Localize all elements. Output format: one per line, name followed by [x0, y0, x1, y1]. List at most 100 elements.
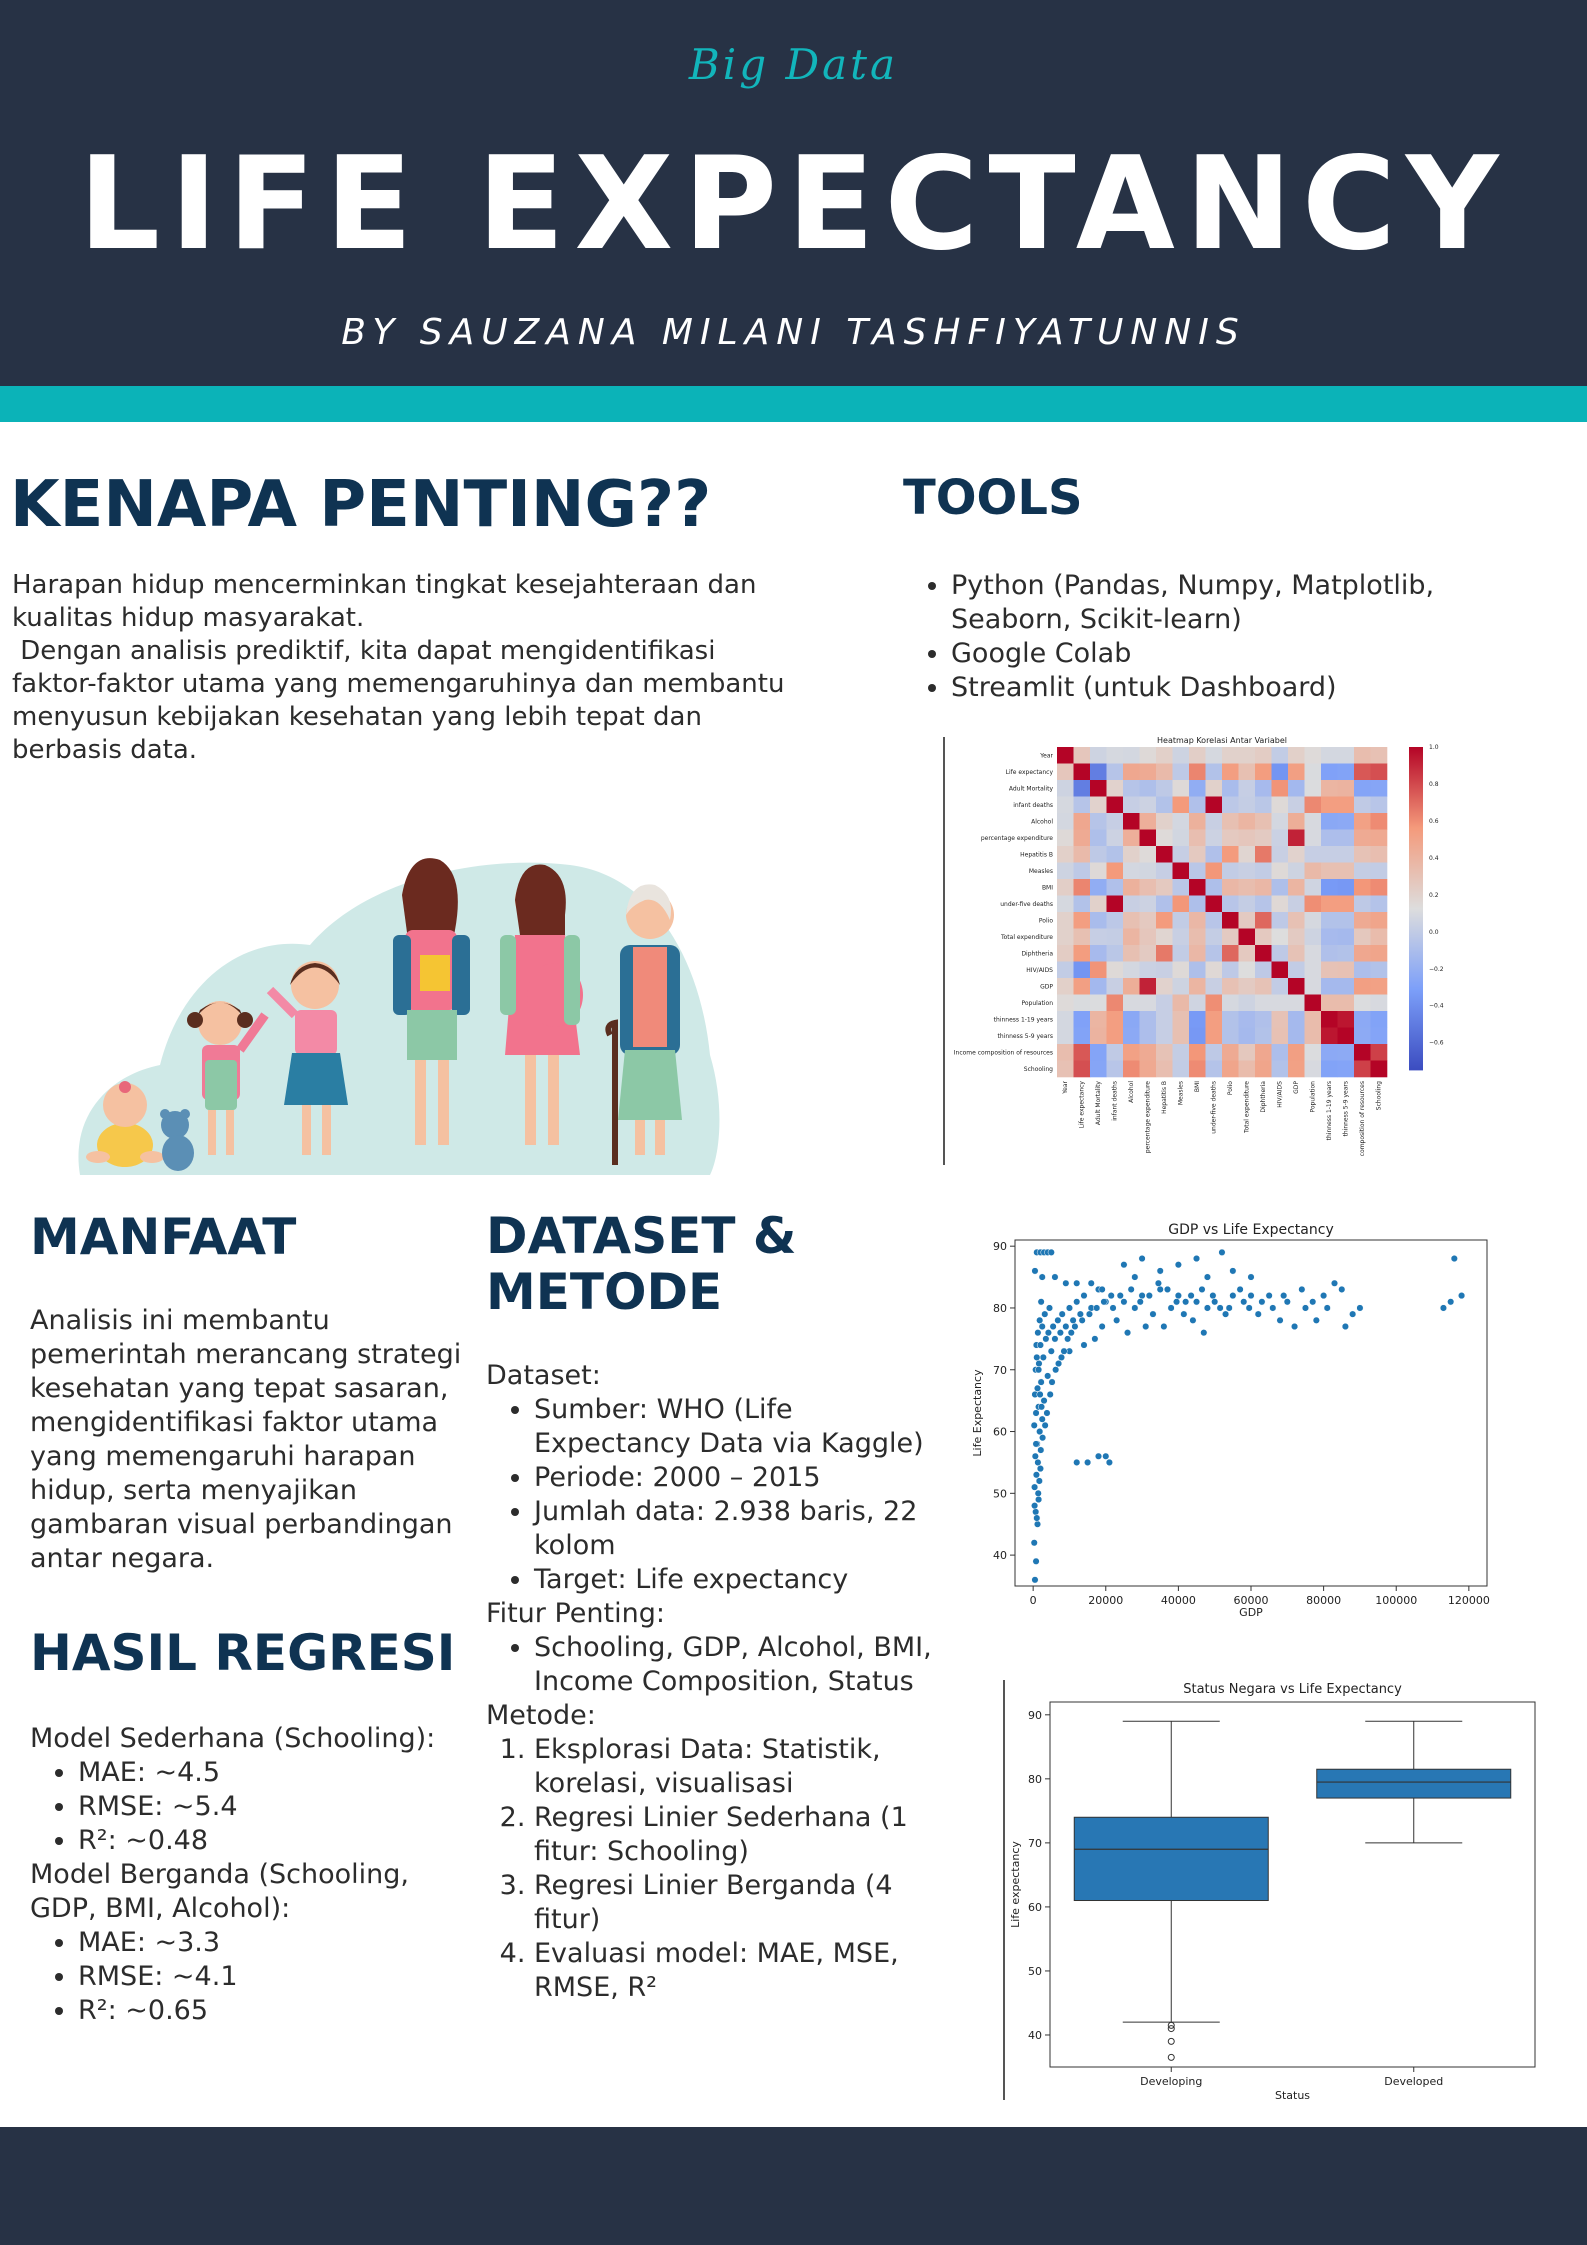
- heatmap-cell: [1205, 813, 1223, 830]
- heatmap-cell: [1172, 829, 1190, 847]
- heatmap-cell: [1073, 978, 1091, 995]
- scatter-point: [1033, 1353, 1041, 1361]
- heatmap-cell: [1238, 747, 1256, 764]
- scatter-point: [1240, 1298, 1248, 1306]
- metode-item: Regresi Linier Berganda (4 fitur): [534, 1869, 936, 1937]
- heatmap-cell: [1139, 780, 1157, 797]
- boxplot-box: [1073, 1816, 1269, 1902]
- heatmap-cell: [1106, 1044, 1124, 1061]
- scatter-point: [1045, 1304, 1054, 1312]
- heatmap-cell: [1156, 796, 1173, 814]
- heatmap-cell: [1304, 796, 1322, 814]
- heatmap-cell: [1139, 912, 1157, 929]
- model1-label: Model Sederhana (Schooling):: [30, 1723, 436, 1754]
- scatter-point: [1057, 1353, 1066, 1361]
- heatmap-cell: [1073, 1027, 1091, 1045]
- heatmap-cell: [1255, 796, 1272, 814]
- girl-figure: [266, 961, 348, 1155]
- heatmap-cell: [1057, 862, 1074, 880]
- boxplot-xtick-label: Developed: [1384, 2075, 1443, 2088]
- heatmap-cell: [1271, 763, 1289, 781]
- heatmap-cell: [1106, 796, 1124, 814]
- boxplot-box: [1316, 1768, 1512, 1799]
- scatter-point: [1142, 1322, 1150, 1331]
- scatter-point: [1046, 1390, 1054, 1399]
- scatter-point: [1163, 1285, 1172, 1293]
- heatmap-cell: [1354, 747, 1371, 764]
- heatmap-colorbar-tick: 0.8: [1429, 781, 1439, 788]
- heatmap-cell: [1057, 1060, 1074, 1078]
- heatmap-cell: [1189, 978, 1206, 995]
- scatter-point: [1033, 1520, 1042, 1528]
- heatmap-cell: [1139, 846, 1157, 863]
- scatter-point: [1031, 1452, 1039, 1460]
- scatter-point: [1036, 1316, 1044, 1324]
- heatmap-cell: [1354, 994, 1371, 1012]
- dataset-heading: DATASET & METODE: [486, 1208, 797, 1320]
- heatmap-cell: [1189, 780, 1206, 797]
- heatmap-cell: [1255, 747, 1272, 764]
- heatmap-cell: [1222, 846, 1239, 863]
- heatmap-cell: [1090, 796, 1107, 814]
- scatter-point: [1054, 1316, 1062, 1324]
- heatmap-cell: [1073, 862, 1091, 880]
- heatmap-cell: [1370, 912, 1388, 929]
- scatter-point: [1035, 1366, 1043, 1374]
- heatmap-cell: [1106, 879, 1124, 896]
- heatmap-cell: [1205, 912, 1223, 929]
- scatter-point: [1078, 1316, 1086, 1324]
- heatmap-cell: [1354, 895, 1371, 913]
- scatter-point: [1124, 1329, 1132, 1337]
- scatter-point: [1338, 1285, 1346, 1293]
- heatmap-row-label: Diphtheria: [1021, 951, 1053, 958]
- heatmap-cell: [1189, 813, 1206, 830]
- heatmap-cell: [1156, 928, 1173, 946]
- scatter-point: [1182, 1298, 1190, 1306]
- heatmap-cell: [1222, 895, 1239, 913]
- heatmap-cell: [1288, 895, 1305, 913]
- heatmap-cell: [1321, 846, 1338, 863]
- heatmap-cell: [1156, 1044, 1173, 1061]
- scatter-point: [1298, 1285, 1306, 1293]
- boxplot-title: Status Negara vs Life Expectancy: [1183, 1682, 1402, 1697]
- heatmap-col-label: Hepatitis B: [1161, 1081, 1168, 1114]
- heatmap-cell: [1222, 961, 1239, 979]
- scatter-point: [1043, 1409, 1051, 1417]
- heatmap-cell: [1321, 747, 1338, 764]
- heatmap-col-label: Measles: [1177, 1081, 1184, 1105]
- heatmap-cell: [1222, 1060, 1239, 1078]
- heatmap-cell: [1370, 747, 1388, 764]
- scatter-point: [1229, 1267, 1237, 1275]
- heatmap-cell: [1321, 928, 1338, 946]
- scatter-point: [1032, 1508, 1040, 1516]
- heatmap-col-label: Adult Mortality: [1095, 1081, 1102, 1126]
- dataset-body: Dataset: Sumber: WHO (Life Expectancy Da…: [486, 1359, 936, 2005]
- heatmap-cell: [1288, 796, 1305, 814]
- heatmap-cell: [1370, 796, 1388, 814]
- heatmap-cell: [1238, 945, 1256, 962]
- scatter-point: [1073, 1458, 1081, 1466]
- grandma-figure: [605, 884, 682, 1165]
- heatmap-colorbar-tick: −0.4: [1429, 1003, 1444, 1010]
- heatmap-cell: [1057, 829, 1074, 847]
- heatmap-cell: [1189, 1027, 1206, 1045]
- heatmap-cell: [1057, 928, 1074, 946]
- scatter-point: [1254, 1310, 1262, 1318]
- author-line: BY SAUZANA MILANI TASHFIYATUNNIS: [341, 312, 1246, 353]
- scatter-point: [1035, 1360, 1043, 1368]
- scatter-point: [1447, 1298, 1455, 1306]
- scatter-point: [1222, 1310, 1230, 1318]
- scatter-point: [1033, 1514, 1041, 1522]
- heatmap-cell: [1090, 813, 1107, 830]
- heatmap-cell: [1156, 862, 1173, 880]
- metode-list: Eksplorasi Data: Statistik, korelasi, vi…: [486, 1733, 936, 2005]
- boxplot-xtick-label: Developing: [1140, 2075, 1202, 2088]
- dataset-item: Periode: 2000 – 2015: [534, 1461, 936, 1495]
- heatmap-cell: [1139, 994, 1157, 1012]
- heatmap-cell: [1337, 862, 1355, 880]
- heatmap-cell: [1370, 978, 1388, 995]
- scatter-point: [1036, 1465, 1044, 1473]
- heatmap-col-label: thinness 1-19 years: [1326, 1081, 1333, 1140]
- scatter-point: [1280, 1292, 1288, 1300]
- heatmap-cell: [1205, 945, 1223, 962]
